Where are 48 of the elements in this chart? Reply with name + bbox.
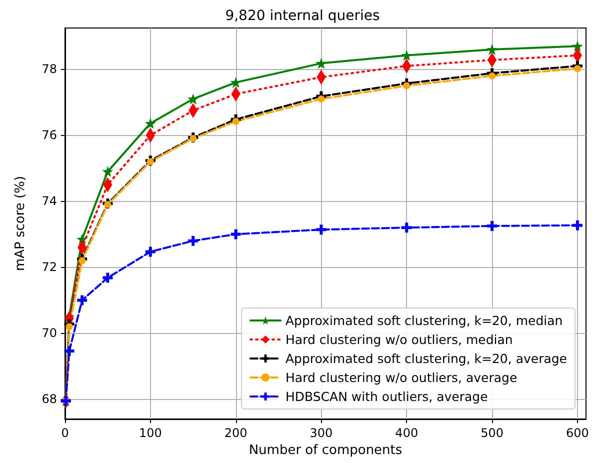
point xyxy=(104,201,112,208)
point xyxy=(102,272,113,283)
point xyxy=(77,295,88,306)
legend-label: Approximated soft clustering, k=20, average xyxy=(286,351,568,366)
point xyxy=(488,72,496,80)
point xyxy=(318,95,325,102)
point xyxy=(230,229,241,240)
x-tick-label: 300 xyxy=(310,426,333,440)
point xyxy=(572,40,583,52)
point xyxy=(487,220,498,231)
point xyxy=(401,50,412,61)
point xyxy=(144,118,156,129)
x-axis-title: Number of components xyxy=(248,442,402,458)
point xyxy=(145,246,156,257)
y-axis-title: mAP score (%) xyxy=(13,176,28,272)
point xyxy=(232,118,240,125)
x-tick-label: 100 xyxy=(138,426,162,440)
point xyxy=(190,135,197,142)
x-tick-label: 0 xyxy=(61,426,69,440)
point xyxy=(146,158,154,166)
legend-label: Hard clustering w/o outliers, median xyxy=(286,332,513,347)
point xyxy=(403,82,410,90)
point xyxy=(78,257,86,264)
point xyxy=(102,166,114,178)
legend-label: HDBSCAN with outliers, average xyxy=(286,389,488,404)
point xyxy=(316,224,326,235)
x-tick-label: 400 xyxy=(395,426,418,440)
point xyxy=(574,65,581,72)
x-tick-label: 200 xyxy=(224,426,248,440)
x-tick-label: 600 xyxy=(566,426,589,440)
y-tick-label: 72 xyxy=(42,260,57,274)
point xyxy=(188,93,199,104)
point xyxy=(188,236,198,246)
point xyxy=(66,323,73,330)
point xyxy=(64,346,74,356)
point xyxy=(486,44,498,55)
y-tick-label: 68 xyxy=(42,392,57,406)
y-tick-label: 74 xyxy=(42,194,57,208)
y-tick-label: 76 xyxy=(42,128,57,142)
point xyxy=(316,58,327,69)
y-tick-label: 70 xyxy=(42,326,57,340)
legend-label: Hard clustering w/o outliers, average xyxy=(286,370,518,385)
legend-label: Approximated soft clustering, k=20, median xyxy=(286,313,563,328)
chart-title: 9,820 internal queries xyxy=(225,8,380,24)
x-tick-label: 500 xyxy=(480,426,504,440)
point xyxy=(572,220,582,230)
point xyxy=(402,222,412,233)
y-tick-label: 78 xyxy=(42,62,57,76)
